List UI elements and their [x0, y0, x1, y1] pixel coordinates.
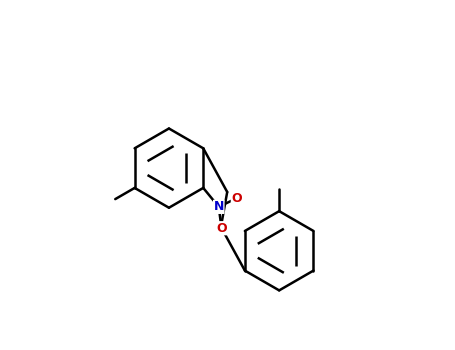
Text: O: O — [231, 192, 242, 205]
Text: N: N — [213, 200, 224, 214]
Text: O: O — [216, 222, 227, 235]
